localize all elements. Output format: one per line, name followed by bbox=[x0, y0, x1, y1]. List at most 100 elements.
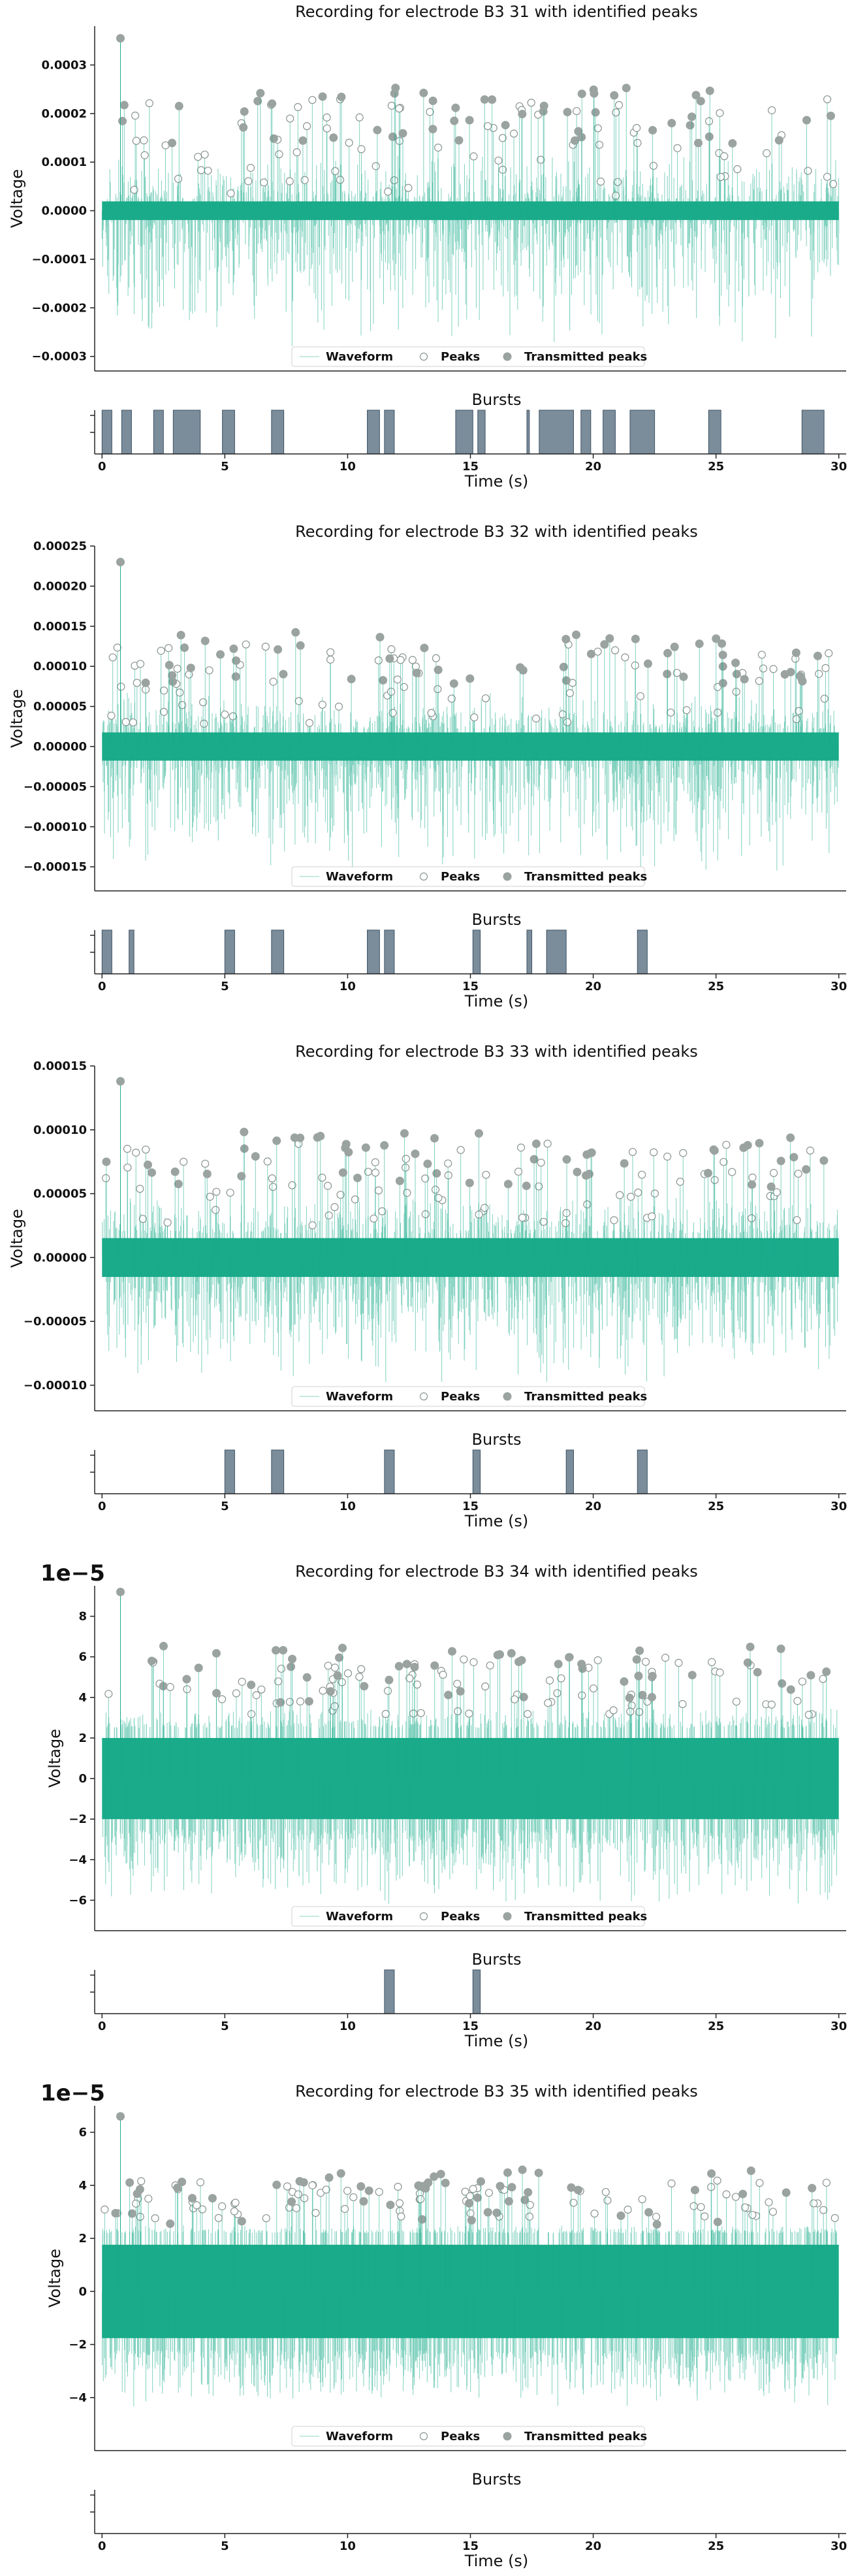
peak-marker bbox=[381, 1710, 390, 1718]
max-peak-marker bbox=[116, 1076, 125, 1086]
peak-marker bbox=[525, 2212, 534, 2221]
transmitted-peak-marker bbox=[738, 2189, 748, 2198]
transmitted-peak-marker bbox=[632, 1655, 641, 1664]
transmitted-peak-marker bbox=[518, 2165, 527, 2174]
burst-bar bbox=[477, 410, 486, 455]
transmitted-peak-marker bbox=[268, 99, 277, 108]
transmitted-peak-marker bbox=[648, 1671, 657, 1681]
transmitted-peak-marker bbox=[652, 2220, 661, 2229]
x-tick-label: 15 bbox=[462, 2020, 479, 2033]
transmitted-peak-marker bbox=[774, 136, 783, 145]
x-tick-label: 20 bbox=[585, 2539, 601, 2553]
peak-marker bbox=[561, 1219, 570, 1227]
peak-marker bbox=[469, 152, 478, 161]
peak-markers bbox=[102, 1076, 829, 1258]
transmitted-peak-marker bbox=[337, 92, 346, 101]
transmitted-peak-marker bbox=[428, 96, 437, 105]
peak-marker bbox=[101, 2205, 109, 2214]
transmitted-peak-marker bbox=[705, 86, 714, 95]
y-tick-label: 0.0003 bbox=[42, 58, 87, 72]
legend-peaks-label: Peaks bbox=[441, 2430, 480, 2443]
transmitted-peak-marker bbox=[173, 2183, 182, 2193]
peak-marker bbox=[740, 2203, 750, 2212]
transmitted-peak-marker bbox=[186, 664, 195, 673]
burst-bar bbox=[367, 929, 380, 974]
peak-marker bbox=[466, 2192, 475, 2200]
peak-marker bbox=[180, 1157, 188, 1166]
transmitted-peak-marker bbox=[359, 2197, 368, 2206]
transmitted-peak-marker bbox=[518, 110, 527, 119]
peak-marker bbox=[481, 1204, 489, 1212]
x-axis-label: Time (s) bbox=[464, 2552, 529, 2570]
legend-box bbox=[291, 866, 645, 887]
transmitted-peak-marker bbox=[474, 1129, 483, 1138]
peak-marker bbox=[374, 656, 383, 665]
peak-marker bbox=[117, 683, 125, 691]
burst-bar bbox=[121, 410, 132, 455]
peak-marker bbox=[626, 1707, 635, 1716]
peak-marker bbox=[388, 709, 397, 717]
transmitted-peak-marker bbox=[276, 1698, 285, 1707]
peak-marker bbox=[434, 684, 442, 694]
transmitted-peak-marker bbox=[493, 1650, 502, 1660]
transmitted-peak-marker bbox=[231, 672, 240, 681]
y-tick-label: 0.0000 bbox=[42, 204, 87, 218]
transmitted-peak-marker bbox=[571, 630, 580, 639]
peak-marker bbox=[589, 1684, 598, 1693]
peak-marker bbox=[748, 2210, 757, 2219]
peak-marker bbox=[343, 2187, 352, 2195]
peak-marker bbox=[355, 1673, 364, 1681]
peak-marker bbox=[131, 111, 140, 120]
legend-peaks-label: Peaks bbox=[441, 350, 480, 364]
peak-marker bbox=[349, 2193, 358, 2202]
transmitted-peak-marker bbox=[767, 1182, 776, 1191]
burst-bar bbox=[271, 410, 285, 455]
peak-marker bbox=[217, 1695, 227, 1703]
peak-marker bbox=[432, 654, 440, 662]
transmitted-peak-marker bbox=[531, 1139, 541, 1148]
transmitted-peak-marker bbox=[622, 84, 631, 93]
transmitted-peak-marker bbox=[496, 2182, 505, 2191]
transmitted-peak-marker bbox=[718, 639, 727, 648]
peak-marker bbox=[403, 1189, 411, 1197]
peak-marker bbox=[263, 1157, 272, 1166]
peak-marker bbox=[370, 1214, 378, 1223]
peak-marker bbox=[578, 1691, 586, 1699]
y-tick-label: −0.00005 bbox=[24, 780, 87, 794]
transmitted-peak-marker bbox=[516, 663, 525, 672]
peak-marker bbox=[769, 1168, 778, 1177]
transmitted-peak-marker bbox=[334, 1653, 343, 1662]
burst-bar bbox=[603, 410, 616, 455]
waveform bbox=[102, 692, 839, 871]
peak-marker bbox=[274, 1677, 283, 1686]
transmitted-peak-marker bbox=[554, 1660, 563, 1669]
peak-marker bbox=[444, 1171, 452, 1180]
waveform-spikes bbox=[102, 2225, 837, 2407]
peak-marker bbox=[720, 1157, 728, 1167]
peak-marker bbox=[157, 647, 165, 655]
transmitted-peak-marker bbox=[237, 2217, 246, 2226]
transmitted-peak-marker bbox=[786, 1133, 795, 1142]
transmitted-peak-marker bbox=[127, 2209, 136, 2218]
peak-marker bbox=[300, 2194, 309, 2202]
transmitted-peak-marker bbox=[559, 662, 568, 671]
peak-marker bbox=[277, 1664, 285, 1673]
peak-marker bbox=[793, 1216, 801, 1225]
peak-marker bbox=[231, 2198, 240, 2207]
peak-marker bbox=[334, 702, 343, 711]
transmitted-peak-marker bbox=[269, 134, 278, 143]
transmitted-peak-marker bbox=[732, 669, 741, 679]
transmitted-peak-marker bbox=[743, 1658, 752, 1667]
y-tick-label: 0.00015 bbox=[33, 620, 87, 634]
transmitted-peak-marker bbox=[102, 1157, 111, 1167]
peak-marker bbox=[345, 138, 353, 147]
transmitted-peak-marker bbox=[806, 1671, 815, 1680]
peak-marker bbox=[145, 99, 153, 108]
peak-marker bbox=[374, 1186, 383, 1195]
peak-marker bbox=[176, 688, 184, 697]
x-tick-label: 10 bbox=[340, 1500, 356, 1513]
peak-marker bbox=[612, 108, 620, 117]
transmitted-peak-marker bbox=[291, 628, 300, 637]
peak-marker bbox=[229, 712, 237, 720]
transmitted-peak-marker bbox=[483, 2208, 492, 2217]
